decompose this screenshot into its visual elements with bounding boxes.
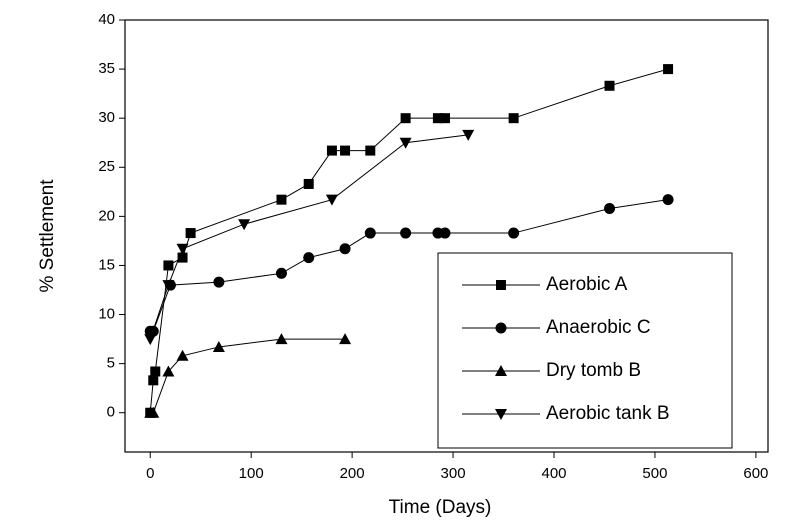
- marker: [275, 333, 288, 345]
- x-tick-label: 400: [541, 465, 566, 482]
- marker: [326, 145, 337, 156]
- marker: [238, 219, 251, 231]
- marker: [325, 194, 338, 206]
- marker: [462, 129, 475, 141]
- marker: [275, 267, 287, 279]
- x-tick-label: 100: [239, 465, 264, 482]
- series-line: [150, 199, 669, 332]
- marker: [185, 228, 196, 239]
- marker: [148, 375, 159, 386]
- marker: [176, 349, 189, 361]
- marker: [400, 113, 411, 124]
- marker: [144, 334, 157, 346]
- marker: [439, 113, 450, 124]
- marker: [212, 340, 225, 352]
- legend-marker: [495, 409, 507, 420]
- marker: [162, 280, 175, 292]
- legend-marker: [496, 280, 506, 290]
- x-tick-label: 200: [340, 465, 365, 482]
- y-tick-label: 20: [98, 207, 115, 224]
- y-tick-label: 30: [98, 109, 115, 126]
- marker: [364, 227, 376, 239]
- marker: [276, 194, 287, 205]
- marker: [176, 243, 189, 255]
- marker: [162, 365, 175, 377]
- x-tick-label: 500: [642, 465, 667, 482]
- legend-text: Aerobic A: [546, 274, 628, 295]
- marker: [150, 366, 161, 377]
- legend-text: Anaerobic C: [546, 317, 651, 338]
- marker: [399, 137, 412, 149]
- y-tick-label: 15: [98, 256, 115, 273]
- marker: [439, 227, 451, 239]
- legend-text: Dry tomb B: [546, 360, 641, 381]
- legend-marker: [495, 365, 507, 376]
- y-tick-label: 40: [98, 11, 115, 28]
- marker: [303, 178, 314, 189]
- y-tick-label: 10: [98, 306, 115, 323]
- series-line: [149, 134, 469, 340]
- marker: [213, 276, 225, 288]
- x-tick-label: 300: [441, 465, 466, 482]
- marker: [604, 203, 616, 215]
- plot-frame: [124, 19, 769, 453]
- y-axis-title: % Settlement: [37, 179, 58, 293]
- x-tick-label: 600: [743, 465, 768, 482]
- y-tick-label: 5: [107, 355, 115, 372]
- series-line: [150, 338, 346, 414]
- marker: [508, 113, 519, 124]
- marker: [163, 260, 174, 271]
- legend-marker: [495, 322, 507, 334]
- marker: [340, 145, 351, 156]
- marker: [339, 243, 351, 255]
- y-tick-label: 35: [98, 60, 115, 77]
- y-tick-label: 25: [98, 158, 115, 175]
- marker: [663, 64, 674, 75]
- marker: [147, 406, 160, 418]
- marker: [339, 333, 352, 345]
- x-axis-title: Time (Days): [389, 497, 492, 518]
- marker: [662, 194, 674, 206]
- marker: [365, 145, 376, 156]
- y-tick-label: 0: [107, 404, 115, 421]
- marker: [604, 80, 615, 91]
- marker: [508, 227, 520, 239]
- x-tick-label: 0: [146, 465, 154, 482]
- marker: [303, 252, 315, 264]
- marker: [432, 113, 443, 124]
- legend-text: Aerobic tank B: [546, 403, 670, 424]
- marker: [177, 252, 188, 263]
- marker: [400, 227, 412, 239]
